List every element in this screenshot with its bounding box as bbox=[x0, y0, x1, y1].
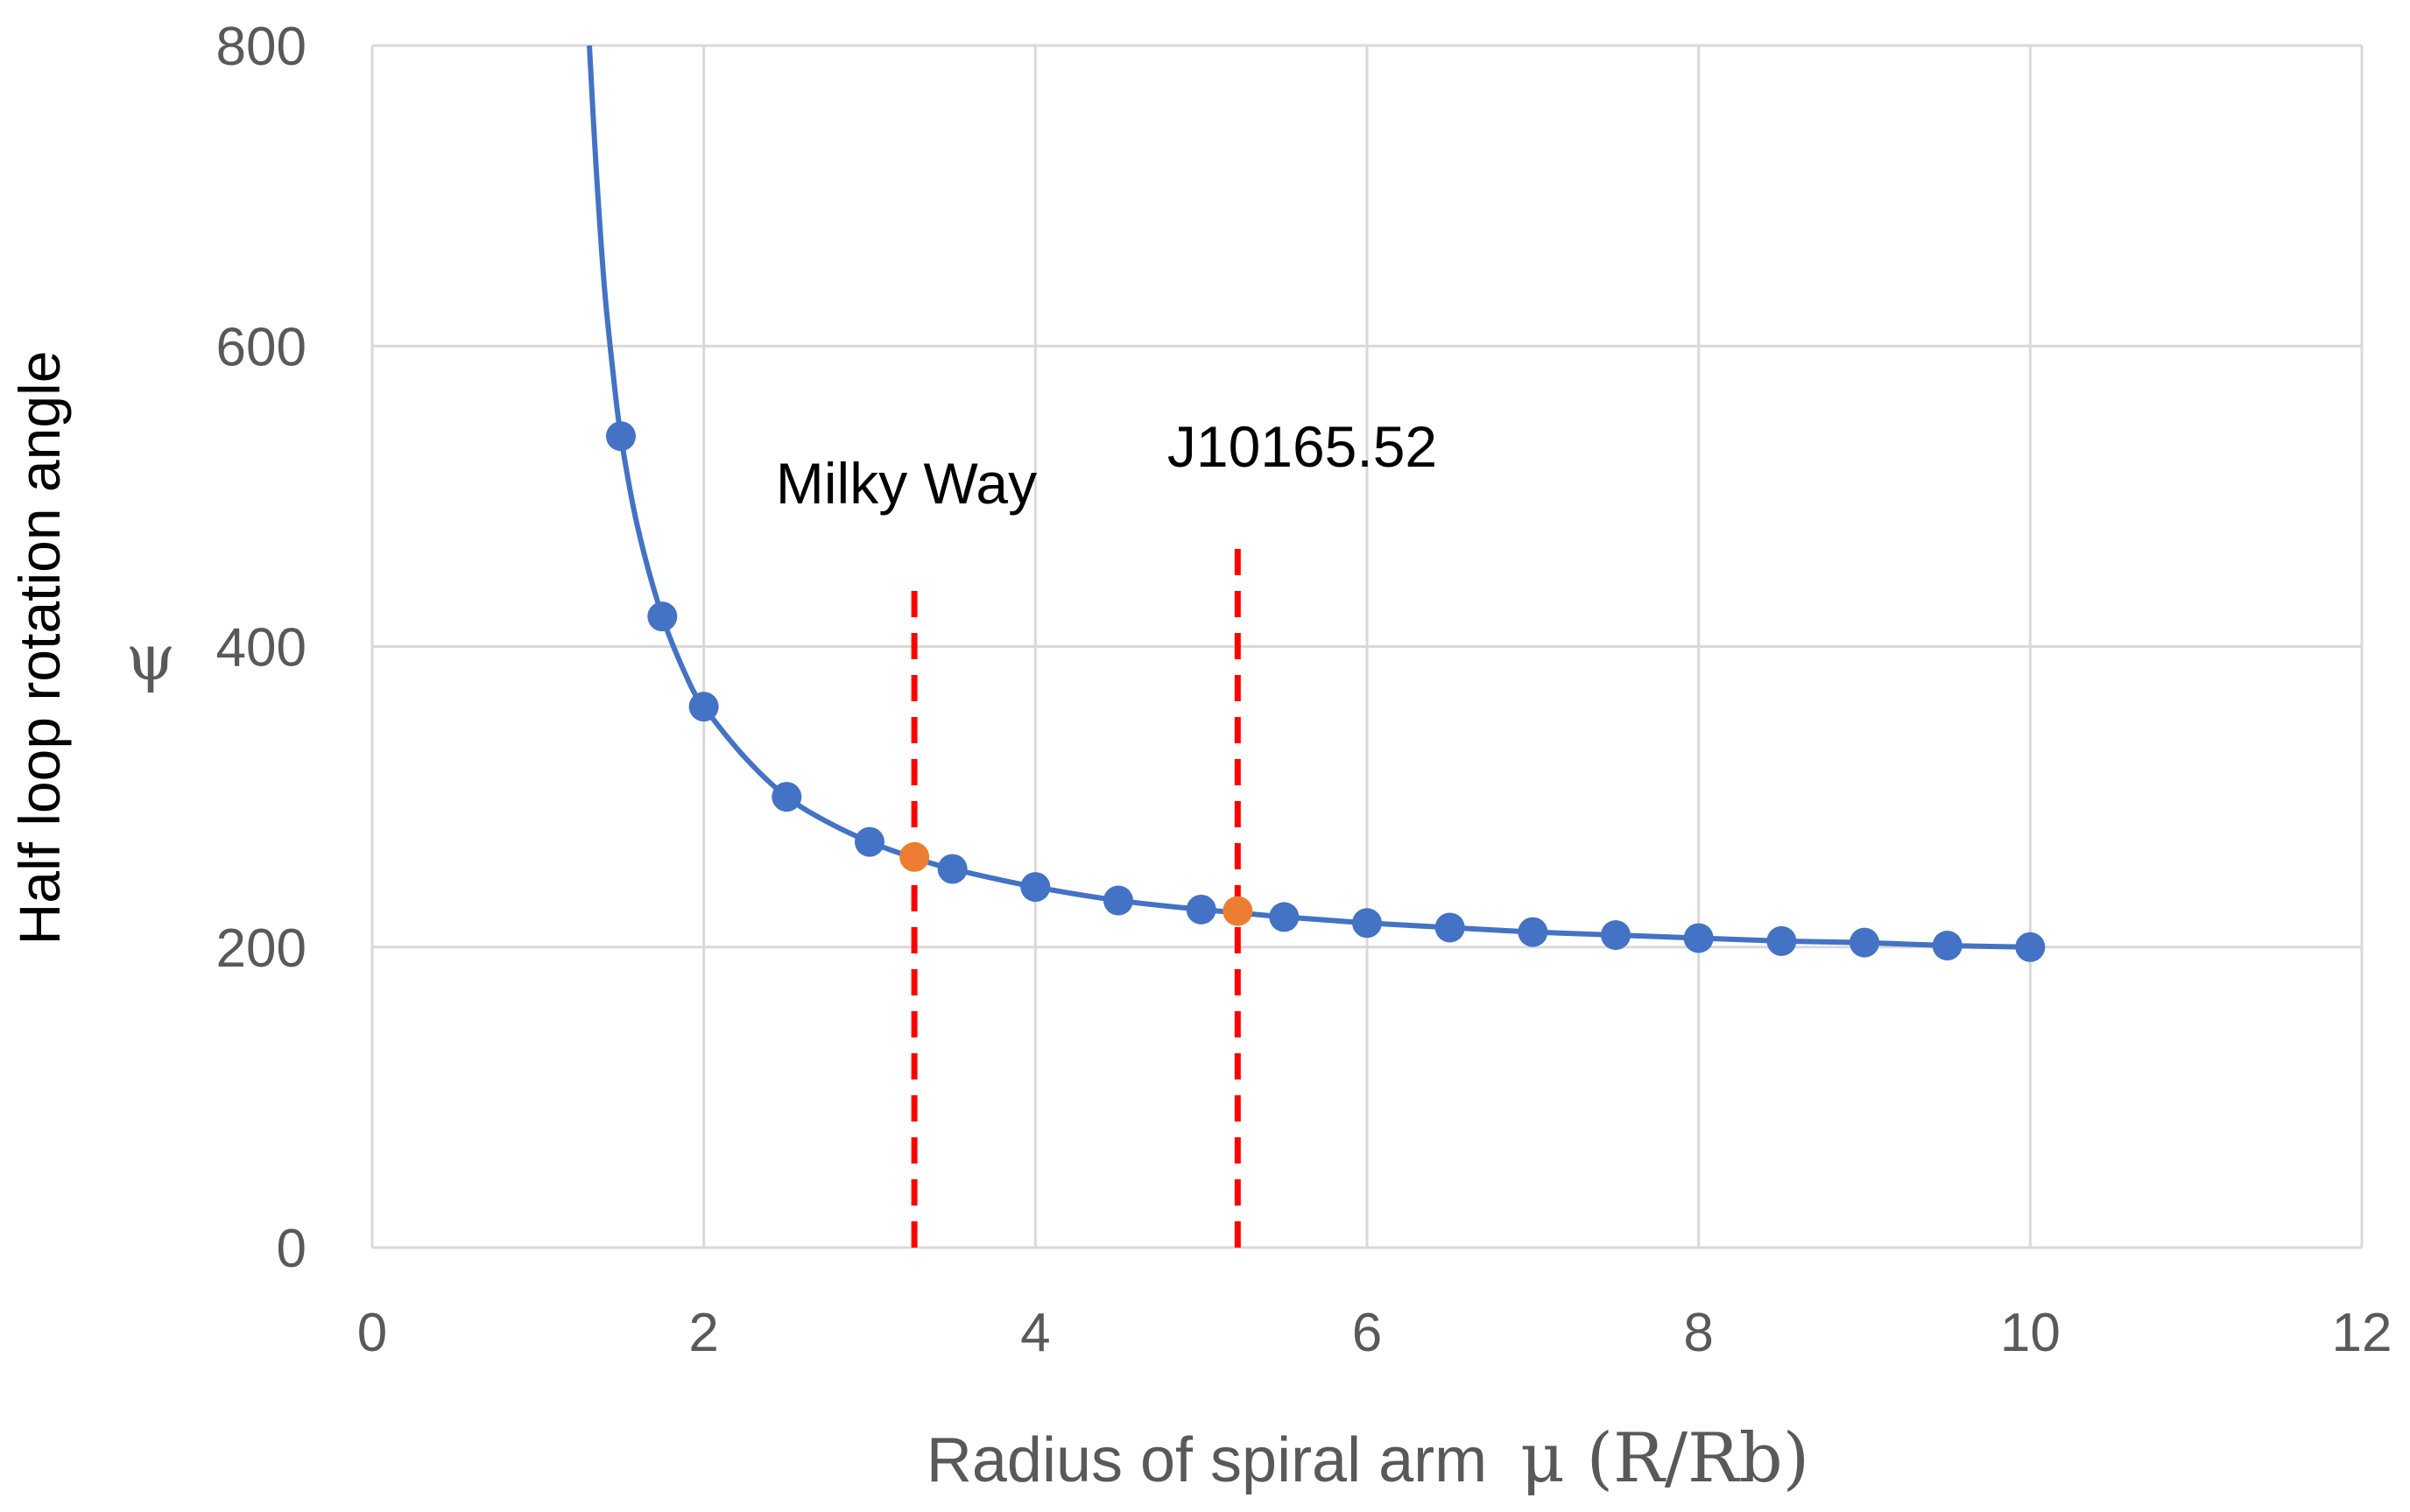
x-tick-label: 0 bbox=[357, 1303, 387, 1363]
data-point bbox=[937, 854, 968, 884]
x-tick-label: 2 bbox=[688, 1303, 718, 1363]
annotations: Milky Way J10165.52 bbox=[776, 414, 1437, 516]
annotation-label: Milky Way bbox=[776, 451, 1037, 516]
data-point bbox=[2015, 932, 2046, 962]
x-tick-label: 12 bbox=[2332, 1303, 2392, 1363]
data-point bbox=[772, 782, 802, 812]
data-point bbox=[606, 421, 636, 452]
annotation-label: J10165.52 bbox=[1167, 414, 1437, 479]
data-point bbox=[1850, 927, 1879, 958]
reference-lines bbox=[911, 548, 1241, 1248]
data-point bbox=[1020, 872, 1051, 903]
highlight-point bbox=[899, 841, 930, 872]
y-axis-title: Half loop rotation angle bbox=[7, 351, 72, 946]
y-tick-label: 600 bbox=[216, 317, 307, 377]
data-series bbox=[587, 45, 2046, 962]
data-point bbox=[1103, 885, 1133, 916]
highlight-point bbox=[1223, 896, 1253, 926]
y-axis-symbol: ψ bbox=[126, 621, 175, 694]
data-point bbox=[1186, 894, 1216, 925]
x-tick-label: 6 bbox=[1352, 1303, 1382, 1363]
y-tick-label: 200 bbox=[216, 918, 307, 979]
y-tick-label: 800 bbox=[216, 17, 307, 77]
tick-labels: 0 2 4 6 8 10 12 0 200 400 600 800 bbox=[216, 17, 2392, 1363]
data-point bbox=[1352, 908, 1382, 939]
x-axis-title: Radius of spiral arm μ (R/Rb) bbox=[927, 1419, 1809, 1498]
data-point bbox=[688, 692, 719, 722]
y-tick-label: 400 bbox=[216, 618, 307, 679]
x-tick-label: 4 bbox=[1020, 1303, 1050, 1363]
grid bbox=[370, 44, 2364, 1249]
data-point bbox=[1434, 912, 1465, 943]
data-point bbox=[1269, 902, 1300, 932]
x-axis-title-text: Radius of spiral arm bbox=[927, 1425, 1487, 1495]
data-point bbox=[855, 826, 884, 857]
x-axis-title-symbol: μ (R/Rb) bbox=[1520, 1419, 1809, 1498]
y-tick-label: 0 bbox=[277, 1219, 307, 1279]
x-tick-label: 10 bbox=[2000, 1303, 2061, 1363]
data-point bbox=[1518, 917, 1548, 947]
data-point bbox=[1601, 920, 1631, 951]
data-point bbox=[1932, 931, 1963, 961]
data-point bbox=[647, 601, 678, 632]
data-point bbox=[1683, 923, 1714, 953]
x-tick-label: 8 bbox=[1683, 1303, 1713, 1363]
data-point bbox=[1766, 925, 1797, 956]
